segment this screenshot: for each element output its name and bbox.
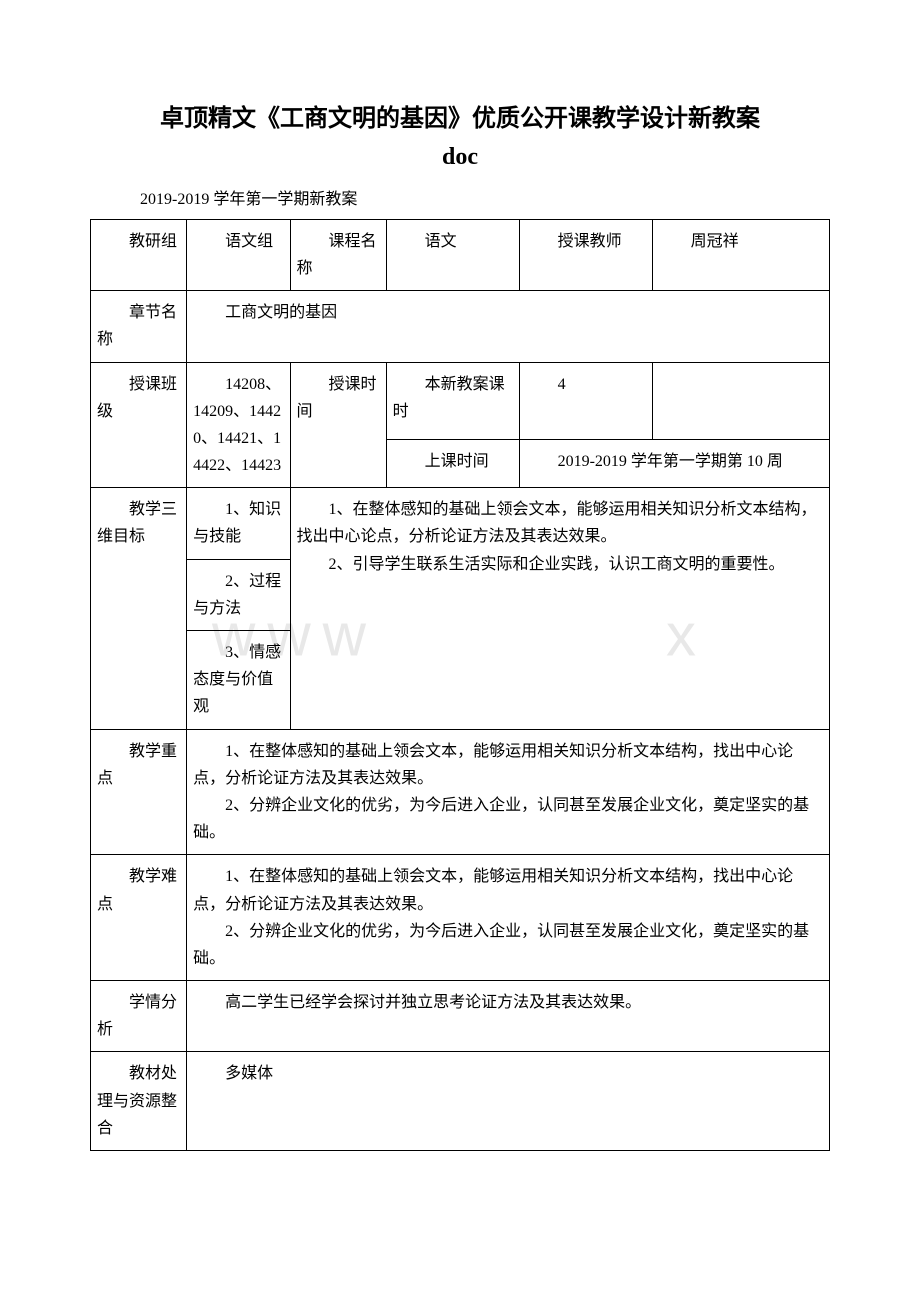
table-row: 教学三维目标 1、知识与技能 1、在整体感知的基础上领会文本，能够运用相关知识分… [91,488,830,559]
label-teacher: 授课教师 [519,219,652,290]
label-teaching-goals: 教学三维目标 [91,488,187,729]
key-p1: 1、在整体感知的基础上领会文本，能够运用相关知识分析文本结构，找出中心论点，分析… [193,738,823,792]
table-row: 教学重点 1、在整体感知的基础上领会文本，能够运用相关知识分析文本结构，找出中心… [91,729,830,855]
table-row: 学情分析 高二学生已经学会探讨并独立思考论证方法及其表达效果。 [91,981,830,1052]
goals-p2: 2、引导学生联系生活实际和企业实践，认识工商文明的重要性。 [297,551,823,578]
value-class-time: 2019-2019 学年第一学期第 10 周 [519,440,829,488]
empty-cell [652,362,829,440]
difficulties-content: 1、在整体感知的基础上领会文本，能够运用相关知识分析文本结构，找出中心论点，分析… [187,855,830,981]
title-line-2: doc [442,144,478,170]
table-row: 教学难点 1、在整体感知的基础上领会文本，能够运用相关知识分析文本结构，找出中心… [91,855,830,981]
goal-process: 2、过程与方法 [187,559,290,630]
title-line-1: 卓顶精文《工商文明的基因》优质公开课教学设计新教案 [160,106,760,132]
label-key-points: 教学重点 [91,729,187,855]
label-research-group: 教研组 [91,219,187,290]
diff-p1: 1、在整体感知的基础上领会文本，能够运用相关知识分析文本结构，找出中心论点，分析… [193,863,823,917]
document-subtitle: 2019-2019 学年第一学期新教案 [140,185,830,209]
goals-p1: 1、在整体感知的基础上领会文本，能够运用相关知识分析文本结构，找出中心论点，分析… [297,496,823,550]
document-title: 卓顶精文《工商文明的基因》优质公开课教学设计新教案 doc [90,100,830,177]
value-research-group: 语文组 [187,219,290,290]
key-points-content: 1、在整体感知的基础上领会文本，能够运用相关知识分析文本结构，找出中心论点，分析… [187,729,830,855]
label-class-time: 上课时间 [386,440,519,488]
label-course-name: 课程名称 [290,219,386,290]
value-teacher: 周冠祥 [652,219,829,290]
value-chapter-name: 工商文明的基因 [187,291,830,362]
label-materials: 教材处理与资源整合 [91,1052,187,1151]
value-period: 4 [519,362,652,440]
goal-knowledge: 1、知识与技能 [187,488,290,559]
label-student-analysis: 学情分析 [91,981,187,1052]
table-row: 教研组 语文组 课程名称 语文 授课教师 周冠祥 [91,219,830,290]
label-teach-time: 授课时间 [290,362,386,488]
goals-content: 1、在整体感知的基础上领会文本，能够运用相关知识分析文本结构，找出中心论点，分析… [290,488,829,729]
value-course-name: 语文 [386,219,519,290]
value-student-analysis: 高二学生已经学会探讨并独立思考论证方法及其表达效果。 [187,981,830,1052]
table-row: 章节名称 工商文明的基因 [91,291,830,362]
table-row: 授课班级 14208、14209、14420、14421、14422、14423… [91,362,830,440]
value-materials: 多媒体 [187,1052,830,1151]
table-row: 教材处理与资源整合 多媒体 [91,1052,830,1151]
key-p2: 2、分辨企业文化的优劣，为今后进入企业，认同甚至发展企业文化，奠定坚实的基础。 [193,792,823,846]
value-class: 14208、14209、14420、14421、14422、14423 [187,362,290,488]
lesson-plan-table: 教研组 语文组 课程名称 语文 授课教师 周冠祥 章节名称 工商文明的基因 授课… [90,219,830,1151]
diff-p2: 2、分辨企业文化的优劣，为今后进入企业，认同甚至发展企业文化，奠定坚实的基础。 [193,918,823,972]
goal-values: 3、情感态度与价值观 [187,631,290,730]
label-period: 本新教案课时 [386,362,519,440]
label-difficulties: 教学难点 [91,855,187,981]
label-chapter-name: 章节名称 [91,291,187,362]
label-class: 授课班级 [91,362,187,488]
